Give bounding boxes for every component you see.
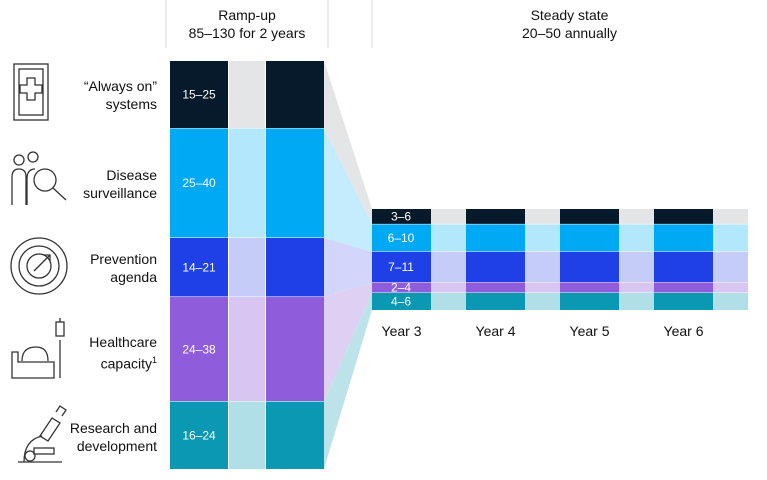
steady-bar-y3-3	[372, 282, 431, 293]
steady-bar-y6-0	[654, 209, 713, 225]
year-label-5: Year 5	[570, 323, 610, 339]
rampup-bar-year2-4	[266, 401, 324, 469]
rampup-gap-0	[229, 61, 265, 129]
steady-bar-y6-4	[654, 292, 713, 310]
year-label-6: Year 6	[664, 323, 704, 339]
rampup-bar-year2-1	[266, 128, 324, 239]
rampup-bar-0	[170, 61, 228, 129]
row-label-research: Research and development	[69, 420, 157, 454]
steady-header: Steady state 20–50 annually	[372, 6, 767, 42]
microscope-icon	[18, 405, 67, 463]
steady-bar-y3-2	[372, 251, 431, 283]
steady-label-0: 3–6	[391, 210, 411, 224]
connector-4	[324, 292, 372, 469]
rampup-bar-1	[170, 128, 228, 239]
steady-bar-y6-3	[654, 282, 713, 293]
steady-bar-y5-3	[560, 282, 619, 293]
row-label-healthcare-capacity: Healthcare capacity1	[89, 334, 157, 372]
rampup-bar-3	[170, 297, 228, 402]
rampup-bar-year2-2	[266, 238, 324, 298]
rampup-label-2: 14–21	[182, 261, 216, 275]
hospital-bed-icon	[11, 318, 65, 379]
steady-label-4: 4–6	[391, 294, 411, 308]
steady-bar-y4-3	[466, 282, 525, 293]
steady-bar-y5-0	[560, 209, 619, 225]
connector-3	[324, 282, 372, 402]
year-label-4: Year 4	[476, 323, 516, 339]
rampup-bar-year2-3	[266, 297, 324, 402]
steady-bar-y6-1	[654, 224, 713, 252]
steady-subtitle: 20–50 annually	[522, 25, 617, 41]
steady-bar-y3-4	[372, 292, 431, 310]
hospital-sign-icon	[13, 63, 49, 121]
rampup-bar-4	[170, 401, 228, 469]
steady-bar-y4-0	[466, 209, 525, 225]
people-magnifier-icon	[11, 151, 67, 205]
steady-label-2: 7–11	[388, 260, 414, 274]
footnote-marker: 1	[151, 355, 157, 365]
rampup-gap-1	[229, 128, 265, 239]
rampup-label-3: 24–38	[182, 342, 216, 356]
rampup-gap-2	[229, 238, 265, 298]
steady-bar-y5-2	[560, 251, 619, 283]
steady-bar-y4-1	[466, 224, 525, 252]
rampup-gap-3	[229, 297, 265, 402]
connector-2	[324, 238, 372, 298]
steady-bar-y4-4	[466, 292, 525, 310]
steady-bars: 3–6 6–10 7–11 2–44–6 Year 3 Year 4 Year 5 Year …	[372, 209, 748, 339]
rampup-label-1: 25–40	[182, 176, 216, 190]
row-label-prevention-agenda: Prevention agenda	[90, 251, 157, 285]
steady-bar-y6-2	[654, 251, 713, 283]
rampup-header: Ramp-up 85–130 for 2 years	[166, 6, 328, 42]
year-label-3: Year 3	[382, 323, 422, 339]
steady-label-1: 6–10	[388, 231, 415, 245]
target-icon	[10, 237, 68, 295]
steady-bar-y5-4	[560, 292, 619, 310]
rampup-label-4: 16–24	[182, 428, 216, 442]
connectors	[324, 61, 372, 469]
steady-bar-y5-1	[560, 224, 619, 252]
steady-bar-y3-0	[372, 209, 431, 225]
steady-bar-y4-2	[466, 251, 525, 283]
steady-label-3: 2–4	[391, 281, 411, 295]
steady-bar-y3-1	[372, 224, 431, 252]
rampup-gap-4	[229, 401, 265, 469]
rampup-subtitle: 85–130 for 2 years	[188, 25, 306, 41]
connector-1	[324, 128, 372, 252]
rampup-bar-year2-0	[266, 61, 324, 129]
row-label-always-on: “Always on” systems	[83, 78, 157, 112]
rampup-label-0: 15–25	[182, 88, 216, 102]
rampup-bars: 15–25 25–40 14–21 24–38 16–24	[170, 61, 324, 469]
rampup-bar-2	[170, 238, 228, 298]
row-label-disease-surveillance: Disease surveillance	[83, 167, 157, 201]
steady-title: Steady state	[530, 7, 609, 23]
connector-0	[324, 61, 372, 225]
rampup-title: Ramp-up	[218, 7, 276, 23]
